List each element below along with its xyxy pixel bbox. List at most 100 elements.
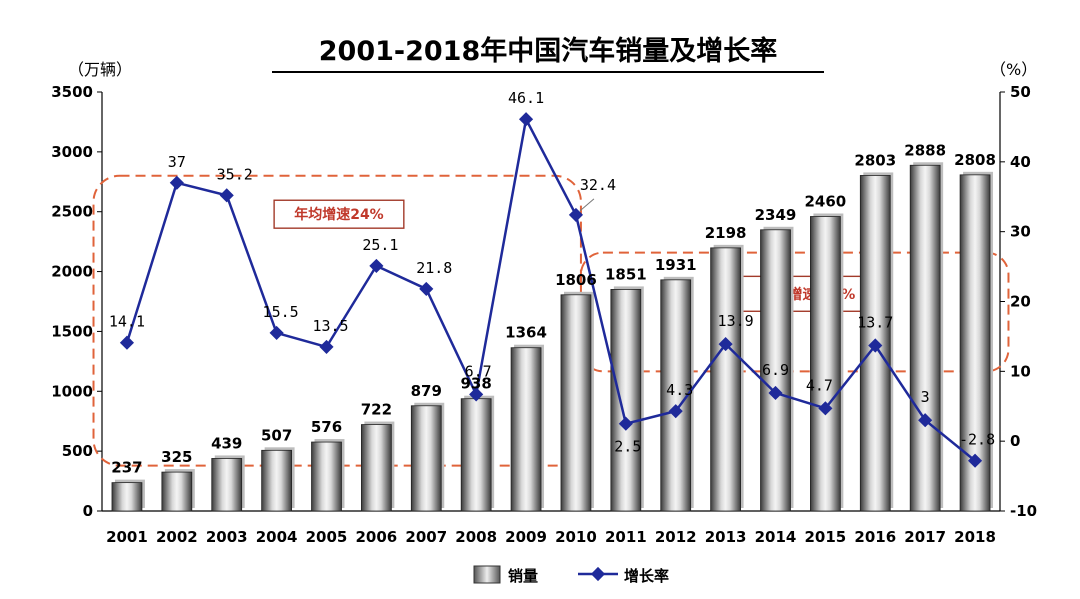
- y-left-tick-label: 0: [83, 502, 93, 520]
- rate-value-label: 13.9: [718, 312, 754, 330]
- rate-value-label: 14.1: [109, 313, 145, 331]
- growth-rate-marker: [718, 337, 733, 352]
- bar: [760, 229, 791, 512]
- x-tick-label: 2013: [705, 528, 747, 546]
- growth-rate-marker: [868, 338, 883, 353]
- growth-rate-marker: [119, 335, 135, 350]
- x-tick-label: 2014: [755, 528, 797, 546]
- rate-value-label: 13.7: [857, 313, 893, 331]
- growth-rate-marker: [469, 387, 484, 402]
- legend: 销量 增长率: [473, 565, 669, 585]
- growth-rate-marker: [169, 175, 184, 190]
- bar: [810, 216, 841, 512]
- bar-value-label: 1806: [555, 271, 597, 289]
- bar-value-label: 2460: [805, 193, 847, 211]
- legend-line-marker: [590, 566, 606, 582]
- y-left-unit: （万辆）: [68, 60, 132, 79]
- rate-value-label: 6.9: [762, 361, 789, 379]
- bar: [211, 458, 243, 512]
- rate-value-label: 46.1: [508, 89, 544, 107]
- bar: [111, 482, 143, 512]
- x-tick-label: 2007: [405, 528, 447, 546]
- x-tick-label: 2018: [954, 528, 996, 546]
- legend-line-label: 增长率: [624, 567, 669, 585]
- y-right-tick-label: 10: [1010, 362, 1031, 380]
- growth-rate-marker: [818, 401, 833, 416]
- growth-rate-marker: [518, 112, 534, 127]
- y-left-tick-label: 2500: [51, 203, 93, 221]
- y-right-tick-label: 0: [1010, 432, 1020, 450]
- line-layer: [119, 112, 983, 468]
- bar: [909, 164, 941, 512]
- bar-value-label: 938: [461, 375, 492, 393]
- growth-rate-line: [125, 117, 976, 462]
- axes: 0 500 1000 1500 2000 2500 3000 3500 -10 0 10 20 30 40…: [51, 83, 1037, 546]
- legend-bar-swatch: [473, 565, 501, 584]
- bar-value-label: 2349: [755, 206, 797, 224]
- bar: [361, 424, 392, 512]
- y-left-tick-label: 1500: [51, 322, 93, 340]
- bars: [111, 162, 994, 512]
- bar-value-label: 1931: [655, 256, 697, 274]
- bar-value-label: 237: [111, 459, 142, 477]
- rate-value-label: 2.5: [614, 438, 641, 456]
- bar-value-label: 2198: [705, 224, 747, 242]
- x-tick-label: 2003: [206, 528, 248, 546]
- y-right-tick-label: 30: [1010, 223, 1031, 241]
- growth-rate-marker: [269, 325, 284, 340]
- y-right-unit: （%）: [990, 60, 1037, 79]
- bar-value-label: 507: [261, 426, 292, 444]
- x-tick-label: 2011: [605, 528, 647, 546]
- rate-value-label: 15.5: [263, 303, 299, 321]
- bar-value-label: 879: [411, 382, 442, 400]
- bar-value-label: 2888: [904, 141, 946, 159]
- growth-rate-marker: [618, 416, 633, 431]
- y-left-tick-label: 3000: [51, 143, 93, 161]
- annotation-label: 年均增速24%: [294, 206, 384, 223]
- growth-rate-marker: [918, 413, 933, 428]
- bar: [510, 347, 542, 512]
- bar-value-label: 722: [361, 401, 392, 419]
- y-right-tick-label: 50: [1010, 83, 1031, 101]
- labels-layer: 237 325 439 507 576 722 879 938 1364 1806 1851 1931…: [109, 89, 996, 476]
- bar-value-label: 576: [311, 418, 342, 436]
- x-tick-label: 2012: [655, 528, 697, 546]
- x-tick-label: 2010: [555, 528, 597, 546]
- rate-value-label: 32.4: [580, 176, 616, 194]
- bar-value-label: 1851: [605, 265, 647, 283]
- x-tick-label: 2008: [455, 528, 497, 546]
- annotation-label-box: [729, 275, 886, 312]
- growth-rate-marker: [967, 453, 983, 468]
- bar-value-label: 1364: [505, 324, 547, 342]
- rate-value-label: 4.7: [806, 376, 833, 394]
- bar-value-label: 2808: [954, 151, 996, 169]
- bar: [560, 294, 592, 512]
- growth-rate-marker: [419, 281, 434, 297]
- y-left-tick-label: 500: [62, 442, 93, 460]
- x-tick-label: 2005: [306, 528, 348, 546]
- rate-value-label: 37: [168, 153, 186, 171]
- growth-rate-marker: [568, 207, 584, 222]
- x-tick-label: 2002: [156, 528, 198, 546]
- rate-value-label: 13.5: [312, 317, 348, 335]
- y-right-tick-label: 40: [1010, 153, 1031, 171]
- x-tick-label: 2016: [854, 528, 896, 546]
- growth-rate-marker: [668, 404, 683, 419]
- bar: [610, 289, 642, 512]
- x-tick-label: 2015: [805, 528, 847, 546]
- growth-rate-marker: [369, 258, 384, 273]
- rate-value-label: 35.2: [217, 165, 253, 183]
- label-leader-line: [579, 198, 595, 212]
- x-tick-label: 2004: [256, 528, 298, 546]
- growth-rate-marker: [319, 339, 334, 354]
- rate-value-label: 6.7: [465, 362, 492, 380]
- growth-rate-marker: [768, 385, 783, 401]
- bar: [161, 471, 193, 512]
- y-right-tick-label: -10: [1010, 502, 1037, 520]
- bar: [410, 405, 442, 512]
- y-left-tick-label: 1000: [51, 382, 93, 400]
- rate-value-label: -2.8: [959, 431, 995, 449]
- bar: [261, 449, 292, 512]
- rate-value-label: 4.3: [666, 381, 693, 399]
